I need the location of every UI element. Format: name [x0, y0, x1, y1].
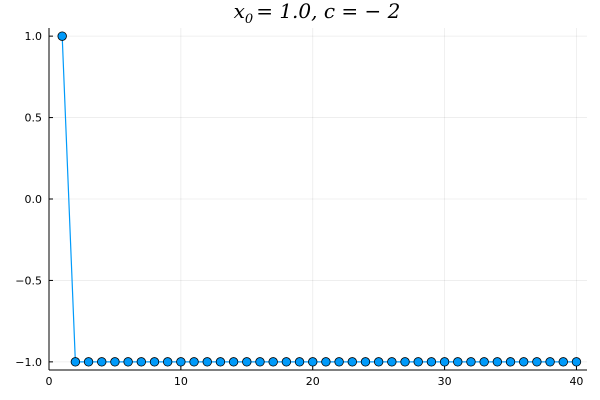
y-tick-label-2: 0.0 [25, 193, 43, 206]
data-point [453, 357, 463, 367]
chart-title-subscript: 0 [245, 12, 253, 27]
data-point [83, 357, 94, 367]
data-point [545, 357, 555, 367]
data-point [558, 357, 568, 367]
data-point [70, 357, 81, 367]
data-point [571, 357, 582, 367]
data-point [110, 357, 120, 367]
chart-title: x0 = 1.0, c = − 2 [234, 0, 401, 27]
data-point [281, 357, 292, 367]
data-point [294, 357, 305, 367]
data-point [242, 357, 252, 367]
data-point [202, 357, 212, 367]
y-tick-label-3: 0.5 [25, 112, 43, 125]
data-point [57, 31, 67, 41]
x-tick-label-3: 30 [438, 375, 452, 388]
data-point [255, 357, 265, 367]
data-point [360, 357, 371, 367]
x-tick-label-4: 40 [569, 375, 583, 388]
data-point [308, 357, 318, 367]
data-point [387, 357, 397, 367]
y-tick-label-1: −0.5 [15, 274, 42, 287]
data-point [123, 357, 133, 367]
axes [48, 28, 587, 371]
x-tick-label-0: 0 [46, 375, 53, 388]
data-point [413, 357, 423, 367]
x-tick-label-1: 10 [174, 375, 188, 388]
data-point [189, 357, 199, 367]
data-point [505, 357, 516, 367]
data-point [519, 357, 529, 367]
data-point [228, 357, 239, 367]
y-tick-label-0: −1.0 [15, 356, 42, 369]
series-group [57, 31, 582, 367]
data-point [426, 357, 437, 367]
data-point [149, 357, 160, 367]
series-line-0 [61, 36, 577, 363]
data-point [215, 357, 226, 367]
chart-title-rest: = 1.0, c = − 2 [256, 0, 400, 23]
data-point [400, 357, 410, 367]
data-point [532, 357, 542, 367]
data-point [334, 357, 344, 367]
data-point [373, 357, 384, 367]
tick-labels: 0 10 20 30 40 −1.0 −0.5 0.0 0.5 1.0 [15, 30, 583, 388]
data-point [176, 357, 186, 367]
data-point [466, 357, 476, 367]
data-point [492, 357, 503, 367]
data-point [268, 357, 278, 367]
data-point [97, 357, 107, 367]
grid [48, 28, 587, 370]
data-point [439, 357, 450, 367]
x-tick-label-2: 20 [306, 375, 320, 388]
data-point [347, 357, 357, 367]
data-point [321, 357, 331, 367]
data-point [136, 357, 147, 367]
y-tick-label-4: 1.0 [25, 30, 43, 43]
data-point [162, 357, 173, 367]
data-point [479, 357, 489, 367]
chart-title-lhs: x [234, 0, 245, 23]
